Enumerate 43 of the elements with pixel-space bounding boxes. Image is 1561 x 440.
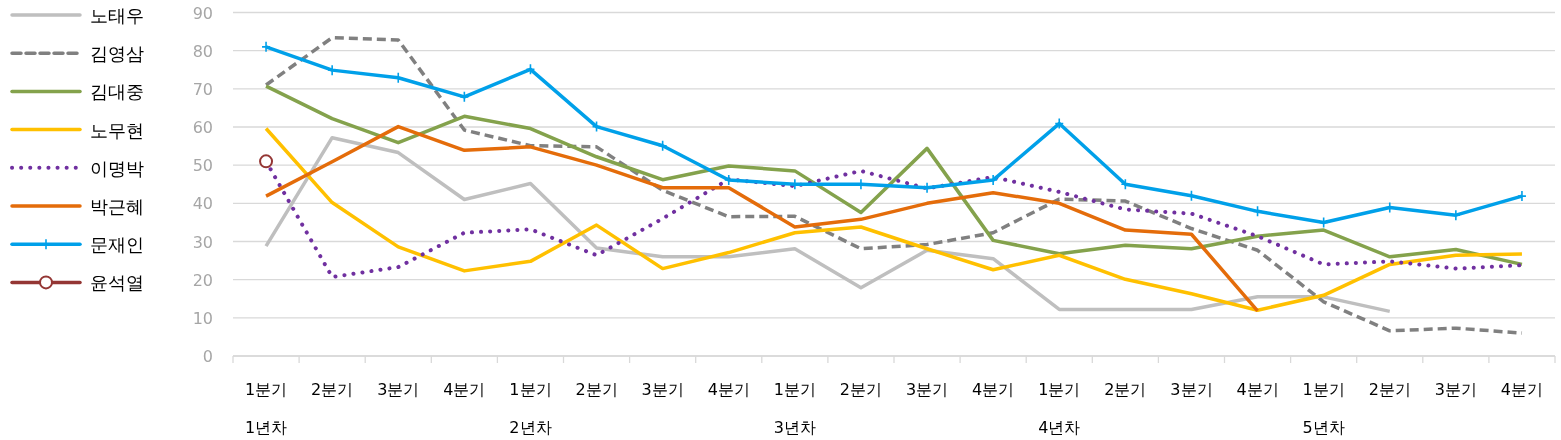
text: 5년차 (1302, 418, 1345, 437)
x-tick-label: 1분기 (1038, 380, 1081, 399)
text: 1년차 (244, 418, 288, 437)
x-tick-label: 2분기 (1368, 380, 1411, 399)
x-tick-label: 2분기 (575, 380, 618, 399)
legend-label: 윤석열 (90, 272, 144, 294)
x-tick-label: 2분기 (839, 380, 883, 399)
legend-label: 노무현 (90, 119, 144, 141)
y-tick-label: 30 (192, 232, 213, 252)
y-tick-label: 90 (192, 3, 213, 23)
x-tick-label: 4분기 (1236, 380, 1279, 399)
x-tick-label: 3분기 (1170, 380, 1213, 399)
x-tick-label: 4분기 (972, 380, 1015, 399)
legend-label: 박근혜 (90, 196, 144, 217)
y-tick-label: 60 (192, 118, 213, 137)
x-tick-label: 4분기 (707, 380, 750, 399)
x-tick-label: 1분기 (509, 380, 552, 399)
x-tick-label: 3분기 (905, 380, 949, 399)
legend-label: 문재인 (90, 234, 144, 256)
x-tick-label: 3분기 (377, 380, 420, 399)
x-tick-label: 3분기 (641, 380, 684, 399)
y-tick-label: 80 (192, 41, 213, 61)
x-tick-label: 2분기 (1104, 380, 1147, 399)
legend-label: 김영삼 (90, 43, 144, 65)
legend-label: 이명박 (90, 157, 144, 179)
y-tick-label: 10 (192, 308, 213, 328)
legend-label: 노태우 (90, 5, 144, 26)
x-tick-label: 1분기 (1302, 380, 1345, 399)
x-tick-label: 4분기 (1500, 380, 1544, 399)
text: 4년차 (1038, 418, 1081, 437)
y-tick-label: 0 (202, 347, 213, 366)
y-tick-label: 50 (192, 156, 213, 176)
y-tick-label: 70 (192, 79, 213, 99)
x-tick-label: 3분기 (1434, 380, 1477, 399)
text: 3년차 (773, 418, 816, 437)
y-tick-label: 40 (192, 194, 213, 214)
x-tick-label: 2분기 (311, 380, 354, 399)
x-tick-label: 4분기 (443, 380, 486, 399)
x-tick-label: 1분기 (244, 380, 288, 399)
y-tick-label: 20 (192, 270, 213, 290)
x-tick-label: 1분기 (773, 380, 816, 399)
text: 2년차 (509, 418, 552, 437)
legend-label: 김대중 (90, 81, 144, 103)
